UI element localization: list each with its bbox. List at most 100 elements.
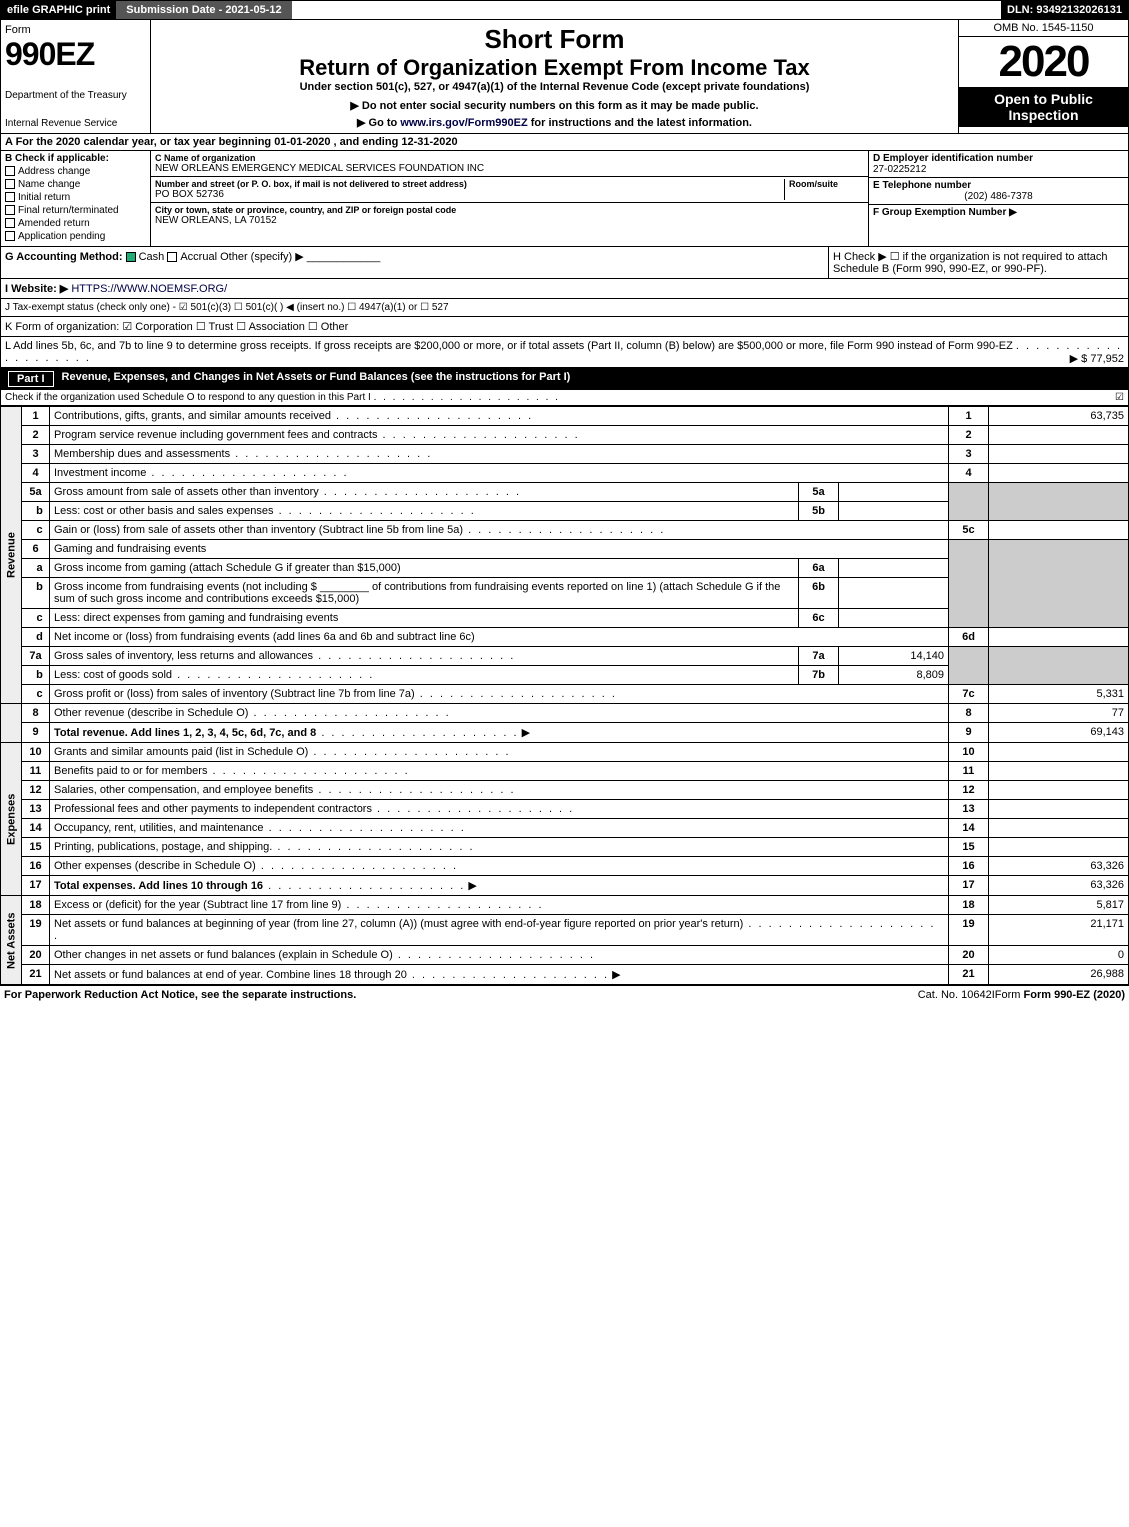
c-city-row: City or town, state or province, country… (151, 203, 868, 228)
line-11-rnum: 11 (949, 762, 989, 781)
f-group-exemption: F Group Exemption Number ▶ (869, 205, 1128, 220)
omb-number: OMB No. 1545-1150 (959, 20, 1128, 37)
l-gross-receipts: L Add lines 5b, 6c, and 7b to line 9 to … (0, 337, 1129, 368)
line-6d-value (989, 628, 1129, 647)
line-6d-desc: Net income or (loss) from fundraising ev… (50, 628, 949, 647)
org-street: PO BOX 52736 (155, 189, 784, 200)
cb-name-change[interactable]: Name change (5, 179, 146, 190)
ein-value: 27-0225212 (873, 164, 1124, 175)
line-6c-desc: Less: direct expenses from gaming and fu… (50, 609, 799, 628)
line-7c-num: c (22, 685, 50, 704)
line-20-desc: Other changes in net assets or fund bala… (50, 946, 949, 965)
cat-number: Cat. No. 10642I (918, 989, 995, 1001)
line-6d-num: d (22, 628, 50, 647)
line-5b-desc: Less: cost or other basis and sales expe… (50, 502, 799, 521)
line-1-rnum: 1 (949, 407, 989, 426)
irs-label: Internal Revenue Service (5, 118, 146, 129)
line-21-value: 26,988 (989, 965, 1129, 985)
netassets-tab: Net Assets (1, 896, 22, 985)
efile-label[interactable]: efile GRAPHIC print (1, 1, 116, 19)
line-6c-inval (839, 609, 949, 628)
line-17-rnum: 17 (949, 876, 989, 896)
revenue-tab: Revenue (1, 407, 22, 704)
line-5a-num: 5a (22, 483, 50, 502)
line-16-desc: Other expenses (describe in Schedule O) (50, 857, 949, 876)
line-13-rnum: 13 (949, 800, 989, 819)
line-1-desc: Contributions, gifts, grants, and simila… (50, 407, 949, 426)
c-name-label: C Name of organization (155, 153, 864, 163)
revenue-tab-cont (1, 704, 22, 743)
c-city-label: City or town, state or province, country… (155, 205, 864, 215)
line-13-value (989, 800, 1129, 819)
g-other: Other (specify) ▶ (220, 251, 304, 263)
line-3-rnum: 3 (949, 445, 989, 464)
line-3-num: 3 (22, 445, 50, 464)
line-7b-desc: Less: cost of goods sold (50, 666, 799, 685)
line-8-rnum: 8 (949, 704, 989, 723)
cb-final-return[interactable]: Final return/terminated (5, 205, 146, 216)
line-6c-num: c (22, 609, 50, 628)
line-6-desc: Gaming and fundraising events (50, 540, 949, 559)
line-20-num: 20 (22, 946, 50, 965)
line-7ab-shade (949, 647, 989, 685)
line-11-desc: Benefits paid to or for members (50, 762, 949, 781)
line-18-value: 5,817 (989, 896, 1129, 915)
line-5a-innum: 5a (799, 483, 839, 502)
line-18-rnum: 18 (949, 896, 989, 915)
line-12-desc: Salaries, other compensation, and employ… (50, 781, 949, 800)
line-17-value: 63,326 (989, 876, 1129, 896)
goto-instructions: ▶ Go to www.irs.gov/Form990EZ for instru… (155, 116, 954, 129)
line-5a-inval (839, 483, 949, 502)
line-19-num: 19 (22, 915, 50, 946)
line-9-value: 69,143 (989, 723, 1129, 743)
open-to-public: Open to Public Inspection (959, 87, 1128, 127)
paperwork-notice: For Paperwork Reduction Act Notice, see … (4, 989, 918, 1001)
j-tax-exempt: J Tax-exempt status (check only one) - ☑… (0, 299, 1129, 317)
goto-post: for instructions and the latest informat… (531, 117, 752, 129)
line-1-num: 1 (22, 407, 50, 426)
line-19-rnum: 19 (949, 915, 989, 946)
line-12-value (989, 781, 1129, 800)
line-5ab-shade-val (989, 483, 1129, 521)
line-4-desc: Investment income (50, 464, 949, 483)
room-suite-label: Room/suite (789, 179, 864, 189)
line-16-num: 16 (22, 857, 50, 876)
e-telephone: E Telephone number (202) 486-7378 (869, 178, 1128, 205)
cb-initial-return[interactable]: Initial return (5, 192, 146, 203)
line-6a-inval (839, 559, 949, 578)
d-ein: D Employer identification number 27-0225… (869, 151, 1128, 178)
line-6b-innum: 6b (799, 578, 839, 609)
line-6a-num: a (22, 559, 50, 578)
line-6-num: 6 (22, 540, 50, 559)
b-title: B Check if applicable: (5, 153, 146, 164)
cb-address-change[interactable]: Address change (5, 166, 146, 177)
line-2-value (989, 426, 1129, 445)
line-5c-num: c (22, 521, 50, 540)
tax-year: 2020 (959, 37, 1128, 87)
line-6b-num: b (22, 578, 50, 609)
org-city: NEW ORLEANS, LA 70152 (155, 215, 864, 226)
line-5ab-shade (949, 483, 989, 521)
line-6b-desc: Gross income from fundraising events (no… (50, 578, 799, 609)
cb-cash[interactable] (126, 252, 136, 262)
line-5b-inval (839, 502, 949, 521)
i-website: I Website: ▶ HTTPS://WWW.NOEMSF.ORG/ (0, 279, 1129, 299)
line-7c-value: 5,331 (989, 685, 1129, 704)
form-word: Form (5, 24, 146, 36)
cb-accrual[interactable] (167, 252, 177, 262)
c-street-label: Number and street (or P. O. box, if mail… (155, 179, 784, 189)
part1-checked-icon[interactable]: ☑ (1115, 392, 1124, 403)
goto-link[interactable]: www.irs.gov/Form990EZ (400, 117, 527, 129)
line-9-desc: Total revenue. Add lines 1, 2, 3, 4, 5c,… (50, 723, 949, 743)
section-bcd: B Check if applicable: Address change Na… (0, 151, 1129, 247)
part1-label: Part I (8, 371, 54, 387)
expenses-tab: Expenses (1, 743, 22, 896)
line-5b-innum: 5b (799, 502, 839, 521)
line-13-desc: Professional fees and other payments to … (50, 800, 949, 819)
cb-application-pending[interactable]: Application pending (5, 231, 146, 242)
website-link[interactable]: HTTPS://WWW.NOEMSF.ORG/ (71, 283, 227, 295)
cb-amended-return[interactable]: Amended return (5, 218, 146, 229)
g-accounting: G Accounting Method: Cash Accrual Other … (1, 247, 828, 278)
line-14-num: 14 (22, 819, 50, 838)
line-7a-num: 7a (22, 647, 50, 666)
